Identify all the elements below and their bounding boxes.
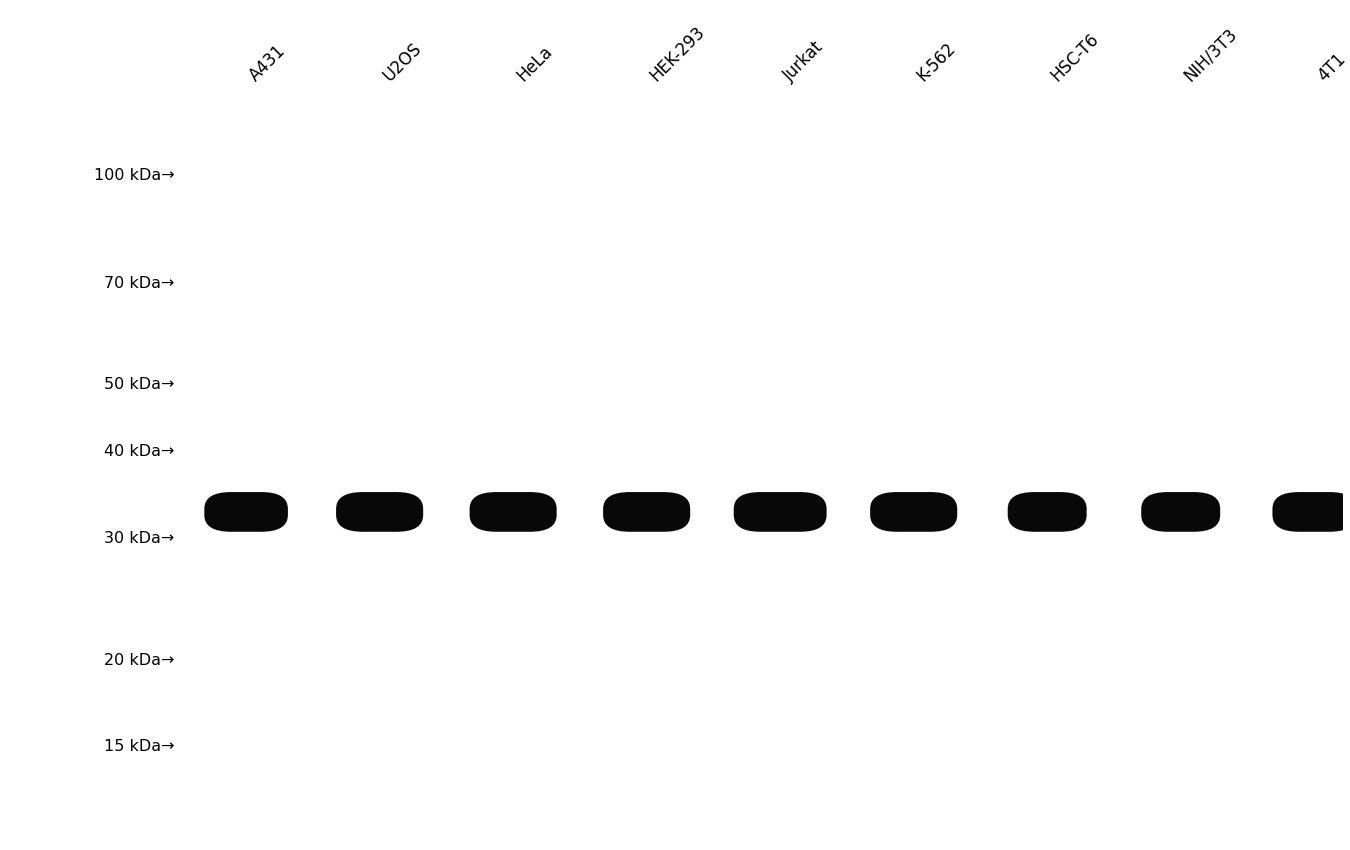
Text: A431: A431 [246,42,289,85]
FancyBboxPatch shape [1007,492,1087,532]
Text: 70 kDa→: 70 kDa→ [104,275,174,291]
Text: 100 kDa→: 100 kDa→ [93,168,174,184]
Text: HeLa: HeLa [513,42,556,85]
Text: WWW.PTGLAB.COM: WWW.PTGLAB.COM [378,524,683,551]
Text: Jurkat: Jurkat [780,38,828,85]
FancyBboxPatch shape [871,492,957,532]
Text: 30 kDa→: 30 kDa→ [104,530,174,546]
FancyBboxPatch shape [1141,492,1220,532]
Text: HSC-T6: HSC-T6 [1048,30,1102,85]
FancyBboxPatch shape [470,492,556,532]
FancyBboxPatch shape [734,492,826,532]
FancyBboxPatch shape [1273,492,1350,532]
Text: 20 kDa→: 20 kDa→ [104,653,174,667]
Text: 40 kDa→: 40 kDa→ [104,445,174,459]
Text: K-562: K-562 [914,39,960,85]
FancyBboxPatch shape [336,492,423,532]
FancyBboxPatch shape [204,492,288,532]
Text: 4T1: 4T1 [1315,50,1349,85]
Text: HEK-293: HEK-293 [647,23,709,85]
FancyBboxPatch shape [603,492,690,532]
Text: 50 kDa→: 50 kDa→ [104,377,174,392]
Text: 15 kDa→: 15 kDa→ [104,740,174,754]
Text: NIH/3T3: NIH/3T3 [1181,25,1241,85]
Text: U2OS: U2OS [379,39,425,85]
